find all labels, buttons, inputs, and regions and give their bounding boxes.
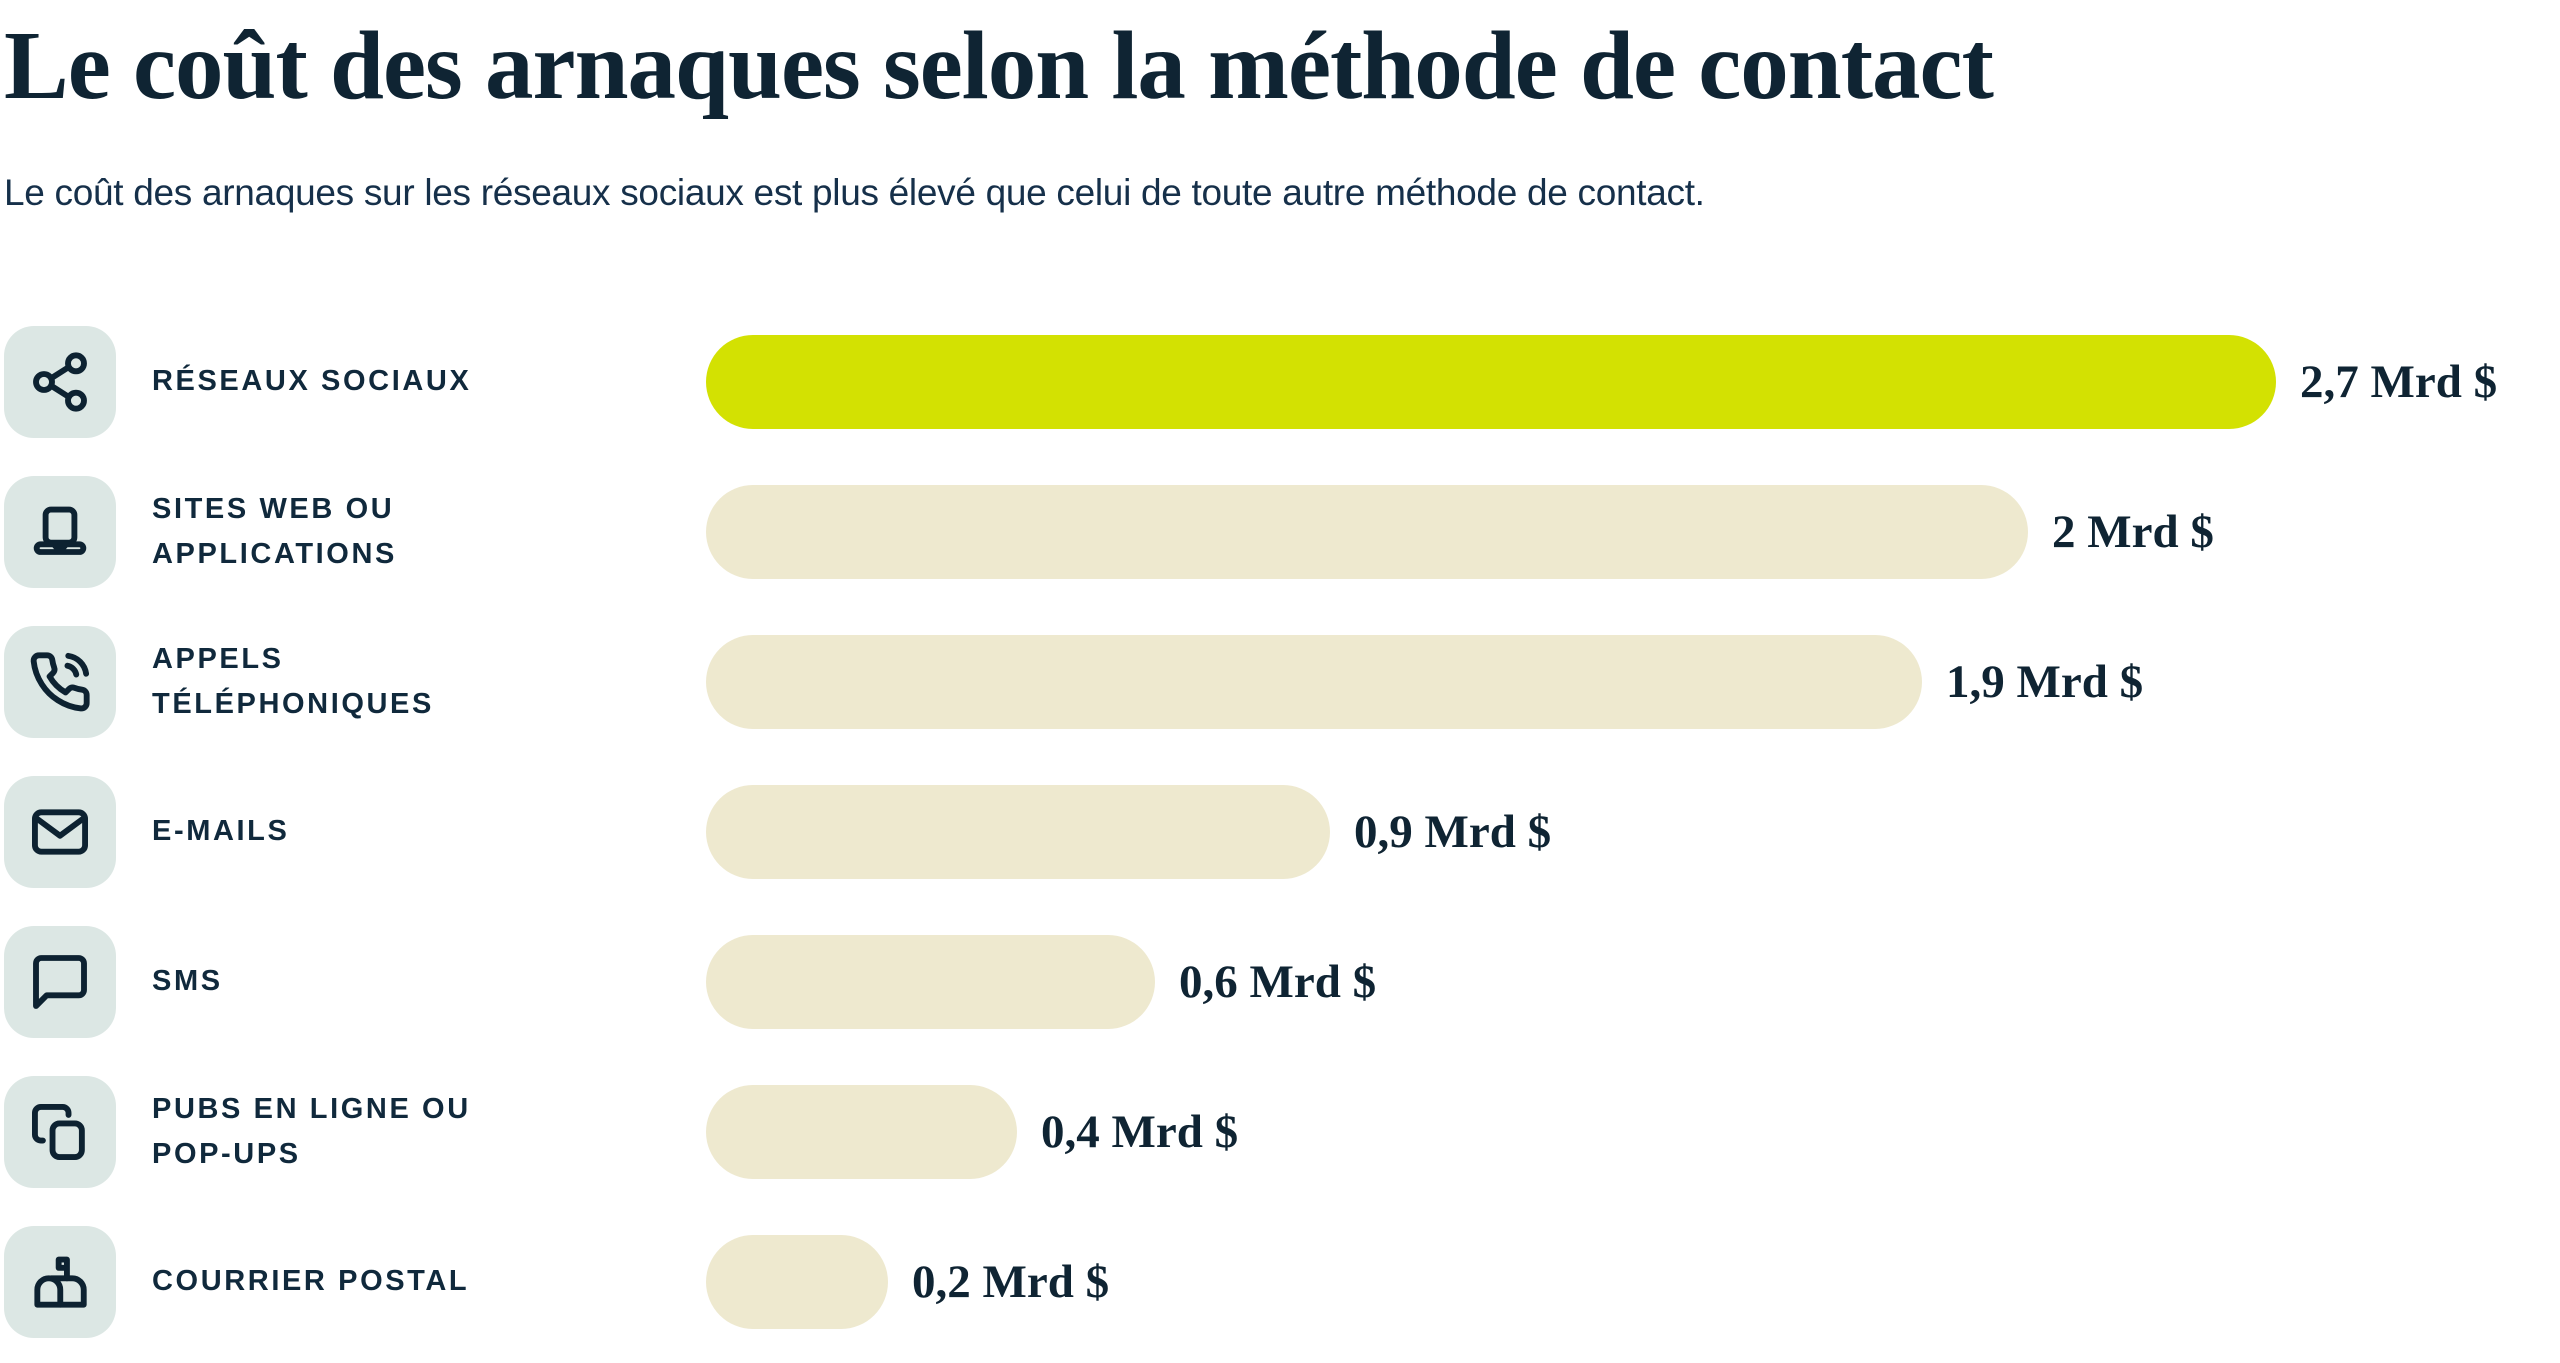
chart-row-courrier: COURRIER POSTAL 0,2 Mrd $ xyxy=(4,1207,2560,1357)
value-label: 2 Mrd $ xyxy=(2052,505,2214,558)
page-subtitle: Le coût des arnaques sur les réseaux soc… xyxy=(4,172,1705,214)
bar-track: 0,9 Mrd $ xyxy=(706,784,2560,879)
chart-row-emails: E-MAILS 0,9 Mrd $ xyxy=(4,757,2560,907)
chart-row-pubs: PUBS EN LIGNE OU POP-UPS 0,4 Mrd $ xyxy=(4,1057,2560,1207)
mail-icon xyxy=(31,808,88,855)
icon-chip xyxy=(4,925,116,1038)
bar-track: 0,4 Mrd $ xyxy=(706,1084,2560,1179)
category-label: E-MAILS xyxy=(152,815,290,848)
bar-sms xyxy=(706,934,1155,1029)
value-label: 1,9 Mrd $ xyxy=(1946,655,2144,708)
value-label: 0,2 Mrd $ xyxy=(912,1255,1110,1308)
bar-track: 2,7 Mrd $ xyxy=(706,334,2560,429)
bar-appels xyxy=(706,634,1922,729)
category-label: SITES WEB OU APPLICATIONS xyxy=(152,492,397,570)
icon-chip xyxy=(4,325,116,438)
icon-chip xyxy=(4,625,116,738)
laptop-icon xyxy=(33,506,87,555)
value-label: 2,7 Mrd $ xyxy=(2300,355,2498,408)
bar-sites-web xyxy=(706,484,2028,579)
share-nodes-icon xyxy=(33,351,87,412)
chart-row-sites-web: SITES WEB OU APPLICATIONS 2 Mrd $ xyxy=(4,457,2560,607)
category-label: PUBS EN LIGNE OU POP-UPS xyxy=(152,1092,471,1170)
mailbox-icon xyxy=(34,1256,87,1308)
bar-courrier xyxy=(706,1234,888,1329)
bar-track: 0,2 Mrd $ xyxy=(706,1234,2560,1329)
phone-call-icon xyxy=(30,651,90,711)
category-label: COURRIER POSTAL xyxy=(152,1265,470,1298)
icon-chip xyxy=(4,475,116,588)
category-label: RÉSEAUX SOCIAUX xyxy=(152,365,472,398)
bar-track: 0,6 Mrd $ xyxy=(706,934,2560,1029)
bar-reseaux-sociaux xyxy=(706,334,2276,429)
bar-chart: RÉSEAUX SOCIAUX 2,7 Mrd $ SITES WEB OU A… xyxy=(4,307,2560,1357)
bar-track: 1,9 Mrd $ xyxy=(706,634,2560,729)
icon-chip xyxy=(4,775,116,888)
popup-windows-icon xyxy=(32,1103,85,1160)
value-label: 0,9 Mrd $ xyxy=(1354,805,1552,858)
category-label: SMS xyxy=(152,965,223,998)
icon-chip xyxy=(4,1225,116,1338)
chart-row-sms: SMS 0,6 Mrd $ xyxy=(4,907,2560,1057)
value-label: 0,6 Mrd $ xyxy=(1179,955,1377,1008)
message-bubble-icon xyxy=(33,954,87,1009)
chart-row-reseaux-sociaux: RÉSEAUX SOCIAUX 2,7 Mrd $ xyxy=(4,307,2560,457)
bar-emails xyxy=(706,784,1330,879)
value-label: 0,4 Mrd $ xyxy=(1041,1105,1239,1158)
chart-row-appels: APPELS TÉLÉPHONIQUES 1,9 Mrd $ xyxy=(4,607,2560,757)
chart-header: Le coût des arnaques selon la méthode de… xyxy=(4,6,2560,217)
page-title: Le coût des arnaques selon la méthode de… xyxy=(4,12,1994,119)
bar-pubs xyxy=(706,1084,1017,1179)
icon-chip xyxy=(4,1075,116,1188)
category-label: APPELS TÉLÉPHONIQUES xyxy=(152,642,434,720)
bar-track: 2 Mrd $ xyxy=(706,484,2560,579)
